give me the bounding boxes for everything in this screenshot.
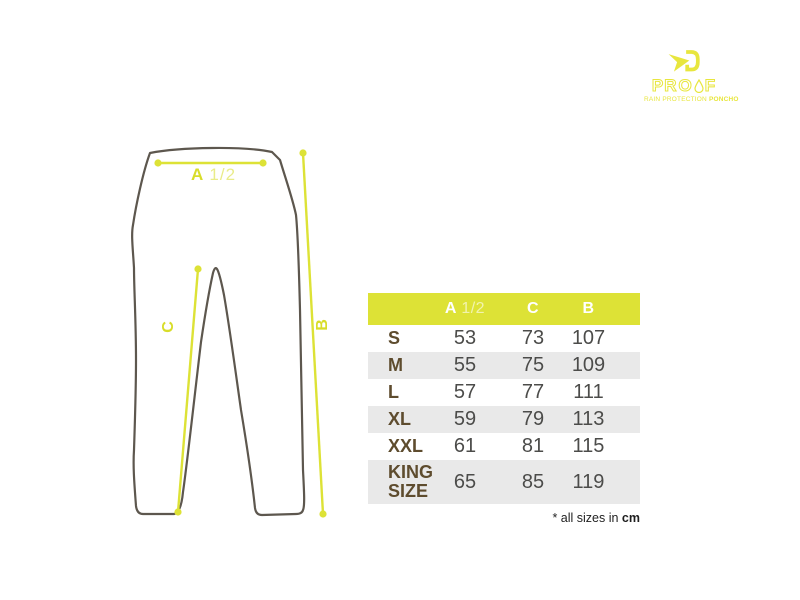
value-cell: 111 xyxy=(573,381,604,403)
measure-label-b: B xyxy=(314,319,331,331)
proof-wordmark: PR O F xyxy=(644,76,724,95)
units-note-text: * all sizes in xyxy=(552,511,622,525)
value-cell: 109 xyxy=(571,354,606,376)
value-cell: 65 xyxy=(453,470,477,493)
size-table: A 1/2 C B S 53 73 107 M 55 75 109 L 57 7… xyxy=(368,293,640,525)
value-cell: 61 xyxy=(453,435,477,457)
value-cell: 81 xyxy=(521,435,545,457)
value-cell: 57 xyxy=(453,381,477,403)
units-note: * all sizes in cm xyxy=(368,511,640,525)
water-drop-icon xyxy=(694,79,704,93)
table-row-s: S 53 73 107 xyxy=(368,325,640,352)
size-cell: XXL xyxy=(388,436,424,457)
measure-label-a: A 1/2 xyxy=(191,165,236,185)
table-row-l: L 57 77 111 xyxy=(368,379,640,406)
brand-logo: PR O F RAIN PROTECTION PONCHO xyxy=(644,47,738,103)
value-cell: 115 xyxy=(572,435,605,457)
tagline-prefix: RAIN PROTECTION xyxy=(644,96,709,103)
wordmark-o: O xyxy=(678,76,693,95)
header-b: B xyxy=(582,300,595,317)
value-cell: 113 xyxy=(572,408,605,430)
wordmark-pr: PR xyxy=(651,76,678,95)
size-cell: XL xyxy=(388,409,412,430)
value-cell: 73 xyxy=(521,327,545,349)
size-cell: S xyxy=(388,328,401,349)
delphin-fish-d-logo-icon xyxy=(668,50,700,72)
trousers-outline-path xyxy=(131,146,306,517)
measure-label-a-bold: A xyxy=(191,165,204,184)
table-row-m: M 55 75 109 xyxy=(368,352,640,379)
header-c: C xyxy=(526,300,540,317)
table-row-king-size: KING SIZE 65 85 119 xyxy=(368,460,640,504)
value-cell: 107 xyxy=(571,327,606,349)
value-cell: 75 xyxy=(521,354,545,376)
measure-line-c xyxy=(174,265,202,516)
size-cell: KING SIZE xyxy=(388,462,433,501)
measure-label-c: C xyxy=(160,321,177,333)
measure-line-a xyxy=(154,159,267,167)
measure-line-b xyxy=(299,149,327,518)
size-cell: L xyxy=(388,382,399,403)
size-table-header: A 1/2 C B xyxy=(368,293,640,325)
tagline-bold: PONCHO xyxy=(708,96,739,103)
units-note-unit: cm xyxy=(621,511,640,525)
value-cell: 55 xyxy=(453,354,477,376)
size-cell: M xyxy=(388,355,403,376)
value-cell: 59 xyxy=(453,408,477,430)
value-cell: 119 xyxy=(572,470,605,493)
measure-label-a-light: 1/2 xyxy=(209,165,237,184)
table-row-xl: XL 59 79 113 xyxy=(368,406,640,433)
value-cell: 85 xyxy=(521,470,545,493)
value-cell: 53 xyxy=(453,327,477,349)
value-cell: 77 xyxy=(521,381,545,403)
header-a: A 1/2 xyxy=(444,300,486,317)
size-table-body: S 53 73 107 M 55 75 109 L 57 77 111 XL 5… xyxy=(368,325,640,504)
logo-tagline: RAIN PROTECTION PONCHO xyxy=(644,96,738,103)
value-cell: 79 xyxy=(521,408,545,430)
wordmark-f: F xyxy=(704,76,717,95)
table-row-xxl: XXL 61 81 115 xyxy=(368,433,640,460)
